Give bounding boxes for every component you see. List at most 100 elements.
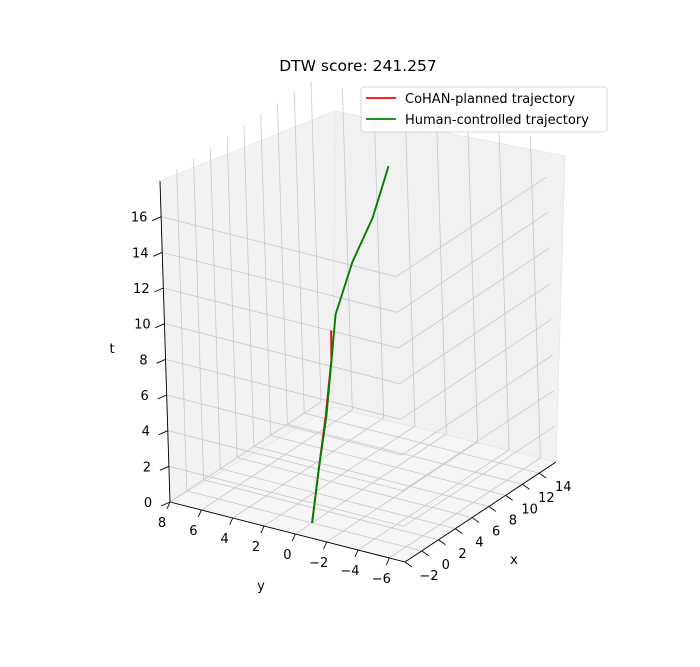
x-axis-label: x — [510, 553, 518, 568]
grid-line — [164, 323, 400, 385]
tick-mark — [229, 517, 234, 526]
grid-line — [402, 390, 554, 492]
grid-line — [201, 409, 353, 511]
grid-line — [401, 354, 553, 456]
grid-line — [263, 425, 416, 527]
grid-line — [163, 287, 399, 349]
tick-mark — [471, 517, 480, 523]
grid-line — [341, 88, 353, 411]
z-axis-label: t — [109, 342, 114, 357]
tick-mark — [522, 483, 530, 490]
x-tick-label: 8 — [509, 513, 517, 528]
grid-line — [326, 441, 478, 543]
grid-line — [168, 465, 404, 527]
grid-line — [467, 120, 479, 443]
tick-mark — [505, 494, 513, 501]
grid-line — [293, 92, 305, 414]
grid-line — [373, 96, 385, 419]
grid-line — [165, 358, 401, 420]
tick-mark — [421, 550, 430, 557]
tick-mark — [404, 561, 413, 568]
z-tick-label: 4 — [142, 425, 150, 440]
y-tick-label: 2 — [252, 540, 260, 555]
tick-mark — [385, 557, 390, 566]
x-tick-label: 6 — [492, 525, 500, 540]
grid-line — [398, 247, 550, 349]
tick-mark — [160, 501, 171, 507]
x-tick-label: −2 — [419, 569, 438, 584]
grid-line — [203, 479, 439, 541]
grid-line — [389, 457, 541, 559]
grid-line — [357, 449, 510, 551]
tick-mark — [291, 533, 296, 542]
legend-frame — [360, 86, 608, 133]
y-tick-label: −2 — [309, 556, 328, 571]
grid-line — [176, 169, 188, 491]
series-line-human — [311, 165, 390, 524]
y-tick-label: −6 — [372, 572, 391, 587]
x-tick-label: 2 — [458, 547, 466, 562]
grid-line — [404, 104, 416, 427]
tick-mark — [166, 501, 171, 510]
tick-mark — [151, 216, 162, 222]
grid-line — [167, 430, 403, 492]
x-tick-label: 10 — [521, 502, 538, 517]
grid-line — [193, 158, 204, 480]
grid-line — [277, 103, 288, 425]
y-axis-line — [169, 501, 406, 563]
z-tick-label: 2 — [143, 460, 151, 475]
tick-mark — [158, 430, 168, 436]
z-tick-label: 12 — [133, 282, 150, 297]
tick-mark — [156, 358, 166, 364]
tick-mark — [159, 465, 170, 471]
z-tick-label: 14 — [132, 246, 149, 261]
tick-mark — [354, 549, 359, 558]
grid-line — [260, 114, 272, 436]
grid-line — [403, 425, 556, 527]
x-axis-line — [404, 461, 557, 563]
tick-mark — [323, 541, 328, 550]
grid-line — [169, 401, 322, 503]
y-tick-label: 4 — [221, 532, 229, 547]
grid-line — [209, 147, 221, 469]
legend: CoHAN-planned trajectory Human-controlle… — [360, 86, 608, 133]
y-tick-label: 6 — [189, 524, 197, 539]
grid-line — [395, 176, 548, 278]
tick-mark — [197, 509, 202, 518]
x-tick-label: 4 — [475, 536, 483, 551]
trajectories — [311, 165, 390, 524]
z-axis-line — [159, 180, 171, 503]
grid-line — [226, 136, 238, 458]
y-tick-label: −4 — [340, 564, 359, 579]
x-tick-label: 14 — [555, 480, 572, 495]
legend-label-cohan: CoHAN-planned trajectory — [405, 92, 575, 107]
y-axis-label: y — [257, 579, 265, 594]
grid-line — [435, 112, 447, 435]
tick-mark — [155, 323, 165, 329]
z-tick-label: 8 — [139, 353, 147, 368]
axis-lines — [159, 180, 557, 563]
grid-line — [186, 490, 422, 552]
x-tick-label: 0 — [442, 558, 450, 573]
z-tick-label: 6 — [141, 389, 149, 404]
grid-line — [295, 433, 447, 535]
z-tick-label: 16 — [131, 211, 148, 226]
grid-line — [232, 417, 384, 519]
tick-mark — [154, 287, 164, 293]
z-tick-label: 10 — [134, 318, 151, 333]
legend-label-human: Human-controlled trajectory — [405, 113, 589, 128]
grid-line — [498, 128, 510, 451]
tick-mark — [538, 472, 547, 479]
grid-line — [162, 251, 398, 313]
axes-panes — [159, 110, 566, 563]
y-tick-label: 8 — [158, 516, 166, 531]
tick-mark — [153, 251, 163, 257]
pane-right — [332, 110, 566, 463]
tick-mark — [157, 394, 167, 400]
tick-mark — [260, 525, 265, 534]
grid-line — [400, 318, 552, 420]
chart-title: DTW score: 241.257 — [279, 57, 437, 75]
